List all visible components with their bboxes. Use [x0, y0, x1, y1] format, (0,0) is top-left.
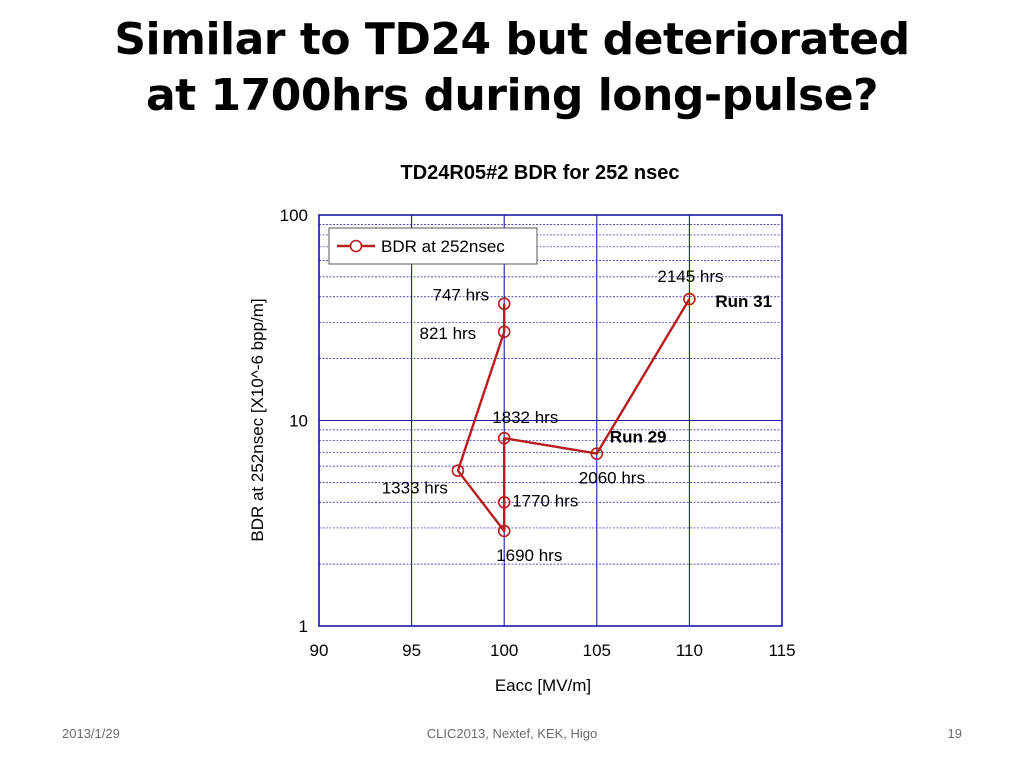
slide-title: Similar to TD24 but deteriorated at 1700…: [0, 12, 1024, 124]
y-tick-label: 100: [280, 206, 308, 225]
data-label: 821 hrs: [419, 324, 476, 343]
x-axis-label: Eacc [MV/m]: [495, 676, 591, 695]
x-tick-label: 110: [676, 641, 703, 660]
data-point: [497, 325, 511, 339]
chart-title: TD24R05#2 BDR for 252 nsec: [400, 162, 679, 184]
legend-marker: [349, 239, 363, 253]
footer-conference: CLIC2013, Nextef, KEK, Higo: [426, 726, 598, 741]
x-tick-label: 90: [310, 641, 329, 660]
data-point: [683, 292, 696, 306]
legend: BDR at 252nsec: [328, 227, 538, 265]
annotations: Run 31 Run 29: [610, 292, 772, 447]
x-tick-label: 100: [490, 641, 518, 660]
data-label: 1770 hrs: [512, 491, 578, 510]
run-annotation: Run 29: [610, 428, 667, 447]
data-label: 1690 hrs: [496, 546, 562, 565]
data-point: [497, 495, 511, 509]
data-label: 747 hrs: [432, 286, 489, 305]
slide-title-line-1: Similar to TD24 but deteriorated: [114, 14, 910, 65]
x-tick-label: 115: [768, 641, 795, 660]
y-tick-label: 10: [289, 412, 308, 431]
data-point: [497, 297, 511, 311]
run-annotation: Run 31: [715, 292, 772, 311]
data-point: [590, 447, 604, 460]
data-point: [451, 464, 465, 477]
footer-date: 2013/1/29: [62, 726, 120, 741]
data-point: [497, 431, 511, 445]
data-label: 2145 hrs: [657, 267, 723, 286]
y-axis-label: BDR at 252nsec [X10^-6 bpp/m]: [248, 298, 267, 541]
data-label: 2060 hrs: [579, 469, 645, 488]
slide-title-line-2: at 1700hrs during long-pulse?: [145, 70, 879, 121]
series-bdr: 747 hrs 821 hrs 1333 hrs 1690 hrs 1770 hrs 18…: [382, 267, 724, 565]
y-tick-label: 1: [299, 617, 308, 636]
x-tick-label: 105: [583, 641, 611, 660]
data-label: 1832 hrs: [492, 408, 558, 427]
legend-label: BDR at 252nsec: [381, 237, 505, 256]
series-line: [456, 298, 691, 533]
data-label: 1333 hrs: [382, 479, 448, 498]
x-tick-label: 95: [402, 641, 421, 660]
footer-page-number: 19: [947, 726, 962, 741]
data-point: [497, 524, 511, 538]
plot-frame: [318, 214, 783, 627]
